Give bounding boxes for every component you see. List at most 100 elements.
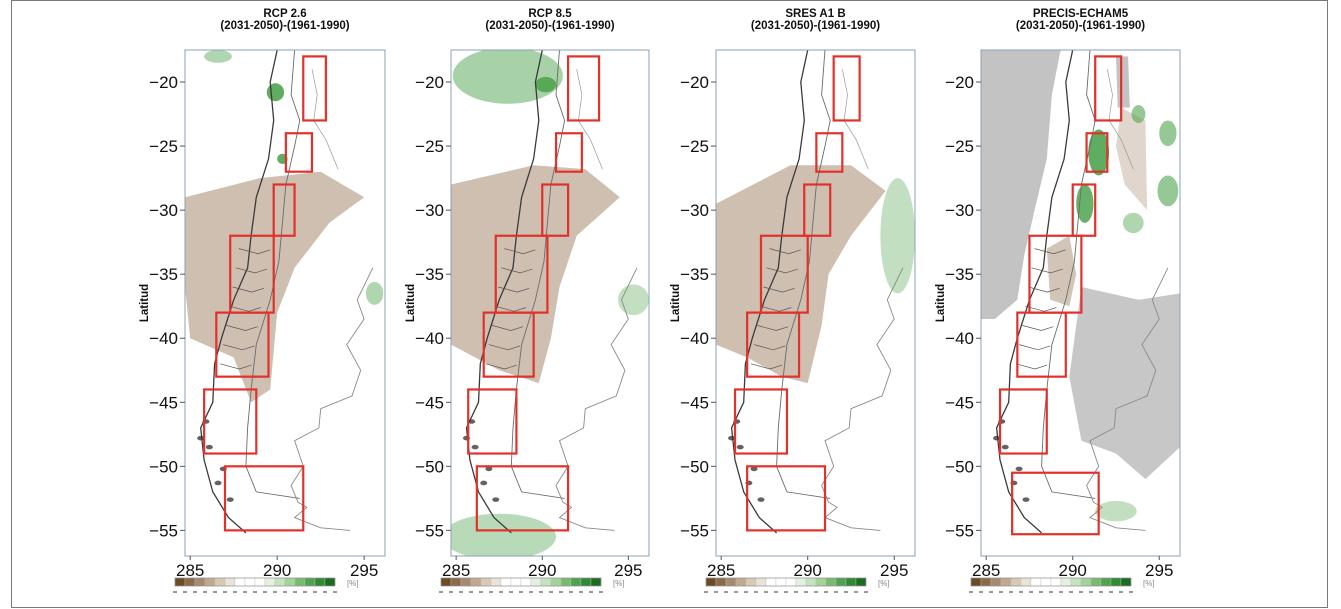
colorbar-swatch xyxy=(815,577,827,587)
region-boundary-line xyxy=(1028,286,1060,293)
colorbar-tick-mark xyxy=(754,591,758,593)
region-boundary-line xyxy=(485,363,517,370)
x-tick-label: 290 xyxy=(528,561,556,580)
study-region-box xyxy=(203,388,258,455)
colorbar-swatch xyxy=(590,577,602,587)
colorbar-tick-mark xyxy=(1039,591,1043,593)
region-boundary-line xyxy=(226,325,258,331)
colorbar-tick-mark xyxy=(979,591,983,593)
dry-anomaly-region xyxy=(1116,107,1148,211)
region-boundary-line xyxy=(1031,267,1063,274)
colorbar-swatch xyxy=(1050,577,1062,587)
colorbar-swatch xyxy=(1020,577,1032,587)
region-boundary-line xyxy=(235,267,268,274)
colorbar-swatch xyxy=(725,577,737,587)
y-tick-label: −20 xyxy=(415,73,444,92)
plot-frame xyxy=(450,49,650,557)
colorbar-unit: [%] xyxy=(347,579,359,588)
region-boundary-line xyxy=(223,344,255,351)
colorbar-swatch xyxy=(174,577,186,587)
x-tick-label: 295 xyxy=(614,561,642,580)
y-tick-label: −45 xyxy=(945,393,974,412)
colorbar-tick-mark xyxy=(734,591,738,593)
colorbar-swatch xyxy=(304,577,316,587)
study-region-box xyxy=(1085,132,1109,173)
colorbar-swatch xyxy=(540,577,552,587)
wet-anomaly-region xyxy=(1131,105,1146,124)
study-region-box xyxy=(223,465,305,532)
region-boundary-line xyxy=(220,363,252,370)
region-boundary-line xyxy=(750,363,783,370)
y-axis-label: Latitud xyxy=(405,284,417,322)
colorbar-swatch xyxy=(264,577,276,587)
island-mark xyxy=(1022,497,1030,502)
dry-anomaly-region xyxy=(716,165,886,384)
region-boundary-line xyxy=(238,248,271,255)
chile-coastline xyxy=(465,50,543,534)
island-mark xyxy=(728,435,736,441)
dry-anomaly-region xyxy=(451,165,620,384)
colorbar-swatch xyxy=(705,577,717,587)
colorbar-swatch xyxy=(500,577,512,587)
colorbar-swatch xyxy=(1010,577,1022,587)
colorbar-swatch xyxy=(214,577,226,587)
panel-title: RCP 8.5 xyxy=(528,8,572,20)
colorbar-swatch xyxy=(715,577,727,587)
x-tick-label: 285 xyxy=(176,561,204,580)
plot-content xyxy=(716,50,915,534)
y-tick-label: −30 xyxy=(945,201,974,220)
colorbar-swatch xyxy=(1070,577,1082,587)
x-tick-label: 285 xyxy=(972,561,1000,580)
colorbar: [%] xyxy=(173,577,359,593)
colorbar-tick-mark xyxy=(549,591,553,593)
y-tick-label: −35 xyxy=(149,265,178,284)
colorbar-swatch xyxy=(530,577,542,587)
study-region-box xyxy=(1016,311,1067,378)
colorbar-tick-mark xyxy=(724,591,728,593)
study-region-box xyxy=(215,311,270,378)
y-axis-label: Latitud xyxy=(139,284,151,322)
colorbar-frame xyxy=(440,577,602,587)
plot-content xyxy=(451,50,649,556)
gray-region xyxy=(1069,287,1180,480)
wet-anomaly-region xyxy=(1088,129,1110,176)
colorbar-tick-mark xyxy=(764,591,768,593)
y-axis-label: Latitud xyxy=(670,284,682,322)
region-boundary-line xyxy=(1019,344,1051,351)
colorbar-tick-mark xyxy=(579,591,583,593)
colorbar-swatch xyxy=(550,577,562,587)
wet-anomaly-region xyxy=(365,281,384,305)
colorbar-tick-mark xyxy=(1119,591,1123,593)
colorbar: [%] xyxy=(439,577,625,593)
y-tick-label: −35 xyxy=(680,265,709,284)
colorbar-swatch xyxy=(1040,577,1052,587)
colorbar-tick-mark xyxy=(1099,591,1103,593)
study-region-box xyxy=(832,55,861,122)
colorbar-tick-mark xyxy=(1109,591,1113,593)
island-mark xyxy=(468,419,476,424)
colorbar-tick-mark xyxy=(183,591,187,593)
study-region-box xyxy=(1094,55,1123,122)
y-tick-label: −45 xyxy=(415,393,444,412)
colorbar-tick-mark xyxy=(243,591,247,593)
colorbar-tick-mark xyxy=(223,591,227,593)
island-mark xyxy=(205,444,213,450)
colorbar-tick-mark xyxy=(1069,591,1073,593)
y-tick-label: −40 xyxy=(149,329,178,348)
map-panel-3: −20 −25 −30 −35 −40 −45 −50 −55 285 290 295 SRES A1… xyxy=(670,8,916,593)
region-boundary-line xyxy=(498,286,530,293)
colorbar-swatch xyxy=(1120,577,1132,587)
colorbar-swatch xyxy=(785,577,797,587)
colorbar-tick-mark xyxy=(519,591,523,593)
colorbar: [%] xyxy=(704,577,890,593)
colorbar-tick-mark xyxy=(1029,591,1033,593)
colorbar-swatch xyxy=(274,577,286,587)
colorbar-swatch xyxy=(735,577,747,587)
y-tick-label: −30 xyxy=(680,201,709,220)
colorbar-swatch xyxy=(314,577,326,587)
study-region-box xyxy=(1011,471,1100,536)
andes-border-line xyxy=(776,50,831,499)
panel-subtitle: (2031-2050)-(1961-1990) xyxy=(485,20,614,32)
atlantic-coastline xyxy=(290,267,374,531)
